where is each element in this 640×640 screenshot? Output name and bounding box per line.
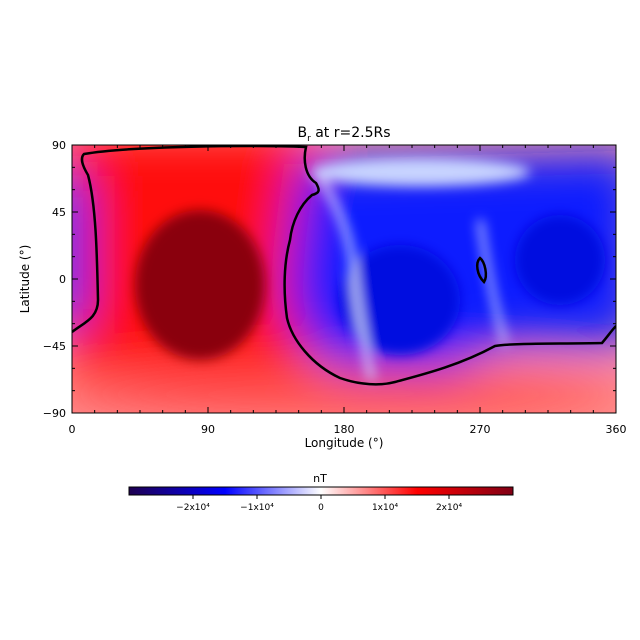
x-tick-label: 360 xyxy=(606,423,627,436)
x-tick-label: 0 xyxy=(69,423,76,436)
x-axis-label: Longitude (°) xyxy=(305,436,384,450)
field-map xyxy=(72,145,616,413)
colorbar-tick-label: −2x10⁴ xyxy=(176,503,210,513)
colorbar-tick-label: 0 xyxy=(318,503,324,513)
y-tick-label: 0 xyxy=(59,273,66,286)
colorbar-tick-label: −1x10⁴ xyxy=(240,503,274,513)
colorbar-ticks: −2x10⁴ −1x10⁴ 0 1x10⁴ 2x10⁴ xyxy=(176,495,462,513)
positive-core xyxy=(135,210,265,360)
axis-ticks xyxy=(71,144,617,414)
northern-pale-band xyxy=(310,158,530,186)
weak-field-ridge-east xyxy=(477,219,508,346)
y-tick-label: 45 xyxy=(52,206,66,219)
colorbar-tick-label: 2x10⁴ xyxy=(436,503,463,513)
x-tick-labels: 0 90 180 270 360 xyxy=(69,423,627,436)
zero-contour-loop xyxy=(475,256,488,284)
x-tick-label: 180 xyxy=(334,423,355,436)
weak-field-ridge xyxy=(315,173,375,381)
x-tick-label: 90 xyxy=(201,423,215,436)
zero-contour-main xyxy=(72,145,616,386)
southern-positive-band xyxy=(72,367,616,413)
colorbar-tick-label: 1x10⁴ xyxy=(372,503,399,513)
colorbar xyxy=(128,486,514,496)
negative-region-west xyxy=(72,175,85,325)
y-tick-label: −90 xyxy=(43,407,66,420)
chart-title: Br at r=2.5Rs xyxy=(297,125,390,144)
y-tick-label: 90 xyxy=(52,139,66,152)
x-tick-label: 270 xyxy=(470,423,491,436)
y-tick-labels: −90 −45 0 45 90 xyxy=(43,139,66,420)
colorbar-label: nT xyxy=(313,472,327,485)
y-tick-label: −45 xyxy=(43,340,66,353)
negative-core-east xyxy=(515,215,605,305)
negative-core-central xyxy=(340,245,460,355)
y-axis-label: Latitude (°) xyxy=(18,245,32,314)
